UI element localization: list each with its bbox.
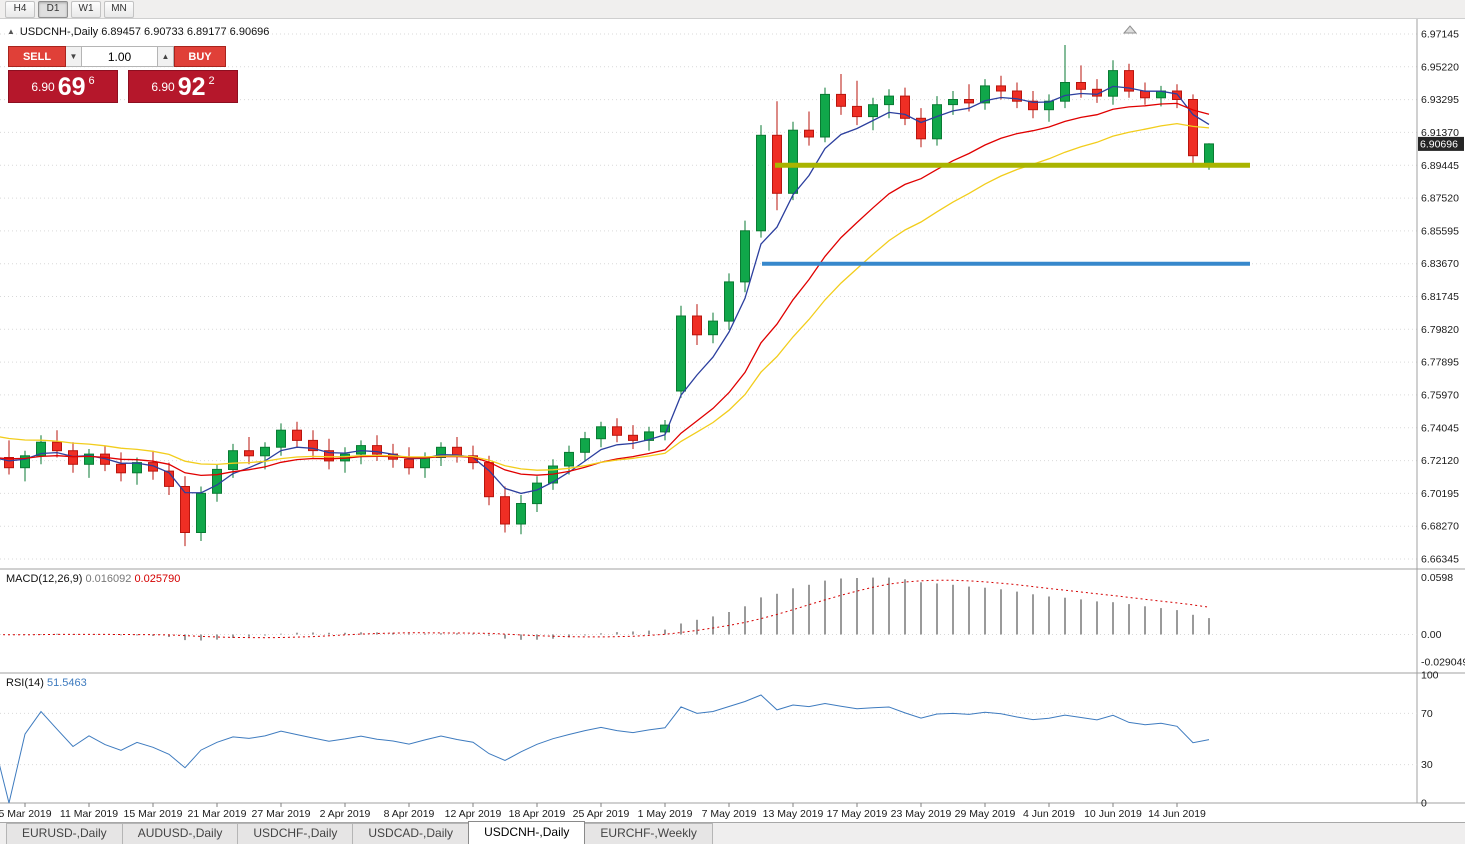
svg-text:30: 30 [1421, 759, 1433, 771]
sell-price-big: 69 [57, 73, 86, 101]
svg-text:21 Mar 2019: 21 Mar 2019 [188, 808, 247, 820]
svg-text:6.72120: 6.72120 [1421, 455, 1459, 467]
volume-decrease-button[interactable]: ▼ [66, 46, 82, 67]
svg-text:6.66345: 6.66345 [1421, 554, 1459, 566]
chart-tab-eurusd[interactable]: EURUSD-,Daily [6, 823, 123, 844]
svg-text:6.97145: 6.97145 [1421, 29, 1459, 41]
buy-price-button[interactable]: 6.90 92 2 [128, 70, 238, 103]
chart-tab-bar: EURUSD-,Daily AUDUSD-,Daily USDCHF-,Daily U… [0, 821, 1465, 844]
svg-text:5 Mar 2019: 5 Mar 2019 [0, 808, 52, 820]
svg-text:6.68270: 6.68270 [1421, 521, 1459, 533]
svg-text:1 May 2019: 1 May 2019 [638, 808, 693, 820]
svg-text:18 Apr 2019: 18 Apr 2019 [509, 808, 566, 820]
svg-text:6.95220: 6.95220 [1421, 61, 1459, 73]
svg-text:12 Apr 2019: 12 Apr 2019 [445, 808, 502, 820]
svg-text:15 Mar 2019: 15 Mar 2019 [124, 808, 183, 820]
chevron-down-icon: ▼ [69, 52, 78, 61]
timeframe-button-mn[interactable]: MN [104, 0, 134, 18]
svg-text:2 Apr 2019: 2 Apr 2019 [320, 808, 371, 820]
timeframe-toolbar: H4 D1 W1 MN [0, 0, 1465, 19]
svg-text:70: 70 [1421, 708, 1433, 720]
volume-increase-button[interactable]: ▲ [158, 46, 174, 67]
chart-tab-usdcad[interactable]: USDCAD-,Daily [352, 823, 470, 844]
svg-text:6.89445: 6.89445 [1421, 160, 1459, 172]
svg-text:-0.029049: -0.029049 [1421, 657, 1465, 669]
svg-text:6.81745: 6.81745 [1421, 291, 1459, 303]
buy-price-main: 6.90 [151, 80, 175, 94]
svg-text:13 May 2019: 13 May 2019 [763, 808, 824, 820]
svg-text:11 Mar 2019: 11 Mar 2019 [60, 808, 118, 820]
svg-text:6.90696: 6.90696 [1420, 138, 1458, 150]
svg-text:4 Jun 2019: 4 Jun 2019 [1023, 808, 1075, 820]
chevron-up-icon: ▲ [161, 52, 170, 61]
svg-text:6.93295: 6.93295 [1421, 94, 1459, 106]
sell-button[interactable]: SELL [8, 46, 66, 67]
chart-tab-usdcnh[interactable]: USDCNH-,Daily [468, 821, 586, 844]
svg-text:8 Apr 2019: 8 Apr 2019 [384, 808, 435, 820]
chart-canvas[interactable]: 6.97145 6.95220 6.93295 6.91370 6.89445 6.875… [0, 19, 1465, 823]
svg-text:6.74045: 6.74045 [1421, 422, 1459, 434]
svg-text:6.75970: 6.75970 [1421, 389, 1459, 401]
buy-button[interactable]: BUY [174, 46, 226, 67]
svg-text:23 May 2019: 23 May 2019 [891, 808, 952, 820]
chart-tab-audusd[interactable]: AUDUSD-,Daily [121, 823, 239, 844]
collapse-arrow-icon[interactable]: ▲ [7, 27, 15, 36]
svg-text:29 May 2019: 29 May 2019 [955, 808, 1016, 820]
one-click-controls: SELL ▼ ▲ BUY [8, 46, 238, 67]
timeframe-button-h4[interactable]: H4 [5, 0, 35, 18]
sell-price-main: 6.90 [31, 80, 55, 94]
volume-input[interactable] [82, 46, 158, 67]
svg-text:17 May 2019: 17 May 2019 [827, 808, 888, 820]
svg-text:14 Jun 2019: 14 Jun 2019 [1148, 808, 1206, 820]
svg-text:6.91370: 6.91370 [1421, 127, 1459, 139]
chart-title: ▲ USDCNH-,Daily 6.89457 6.90733 6.89177 … [7, 26, 269, 38]
svg-text:6.70195: 6.70195 [1421, 488, 1459, 500]
chart-title-text: USDCNH-,Daily 6.89457 6.90733 6.89177 6.… [19, 26, 270, 38]
svg-text:0.0598: 0.0598 [1421, 572, 1453, 584]
svg-text:6.87520: 6.87520 [1421, 193, 1459, 205]
svg-text:100: 100 [1421, 670, 1439, 682]
svg-text:6.79820: 6.79820 [1421, 324, 1459, 336]
buy-price-big: 92 [177, 73, 206, 101]
svg-text:6.77895: 6.77895 [1421, 357, 1459, 369]
svg-text:MACD(12,26,9) 0.016092 0.02579: MACD(12,26,9) 0.016092 0.025790 [6, 573, 180, 585]
svg-text:27 Mar 2019: 27 Mar 2019 [252, 808, 311, 820]
sell-price-button[interactable]: 6.90 69 6 [8, 70, 118, 103]
svg-text:6.83670: 6.83670 [1421, 258, 1459, 270]
timeframe-button-w1[interactable]: W1 [71, 0, 101, 18]
buy-price-pip: 2 [208, 75, 215, 87]
timeframe-button-d1[interactable]: D1 [38, 0, 68, 18]
one-click-prices: 6.90 69 6 6.90 92 2 [8, 70, 238, 103]
svg-text:0.00: 0.00 [1421, 629, 1442, 641]
svg-text:7 May 2019: 7 May 2019 [702, 808, 757, 820]
svg-text:6.85595: 6.85595 [1421, 225, 1459, 237]
svg-text:10 Jun 2019: 10 Jun 2019 [1084, 808, 1142, 820]
svg-text:0: 0 [1421, 798, 1427, 810]
chart-tab-usdchf[interactable]: USDCHF-,Daily [237, 823, 354, 844]
svg-text:25 Apr 2019: 25 Apr 2019 [573, 808, 630, 820]
svg-text:RSI(14) 51.5463: RSI(14) 51.5463 [6, 677, 87, 689]
sell-price-pip: 6 [88, 75, 95, 87]
chart-tab-eurchf[interactable]: EURCHF-,Weekly [584, 823, 713, 844]
